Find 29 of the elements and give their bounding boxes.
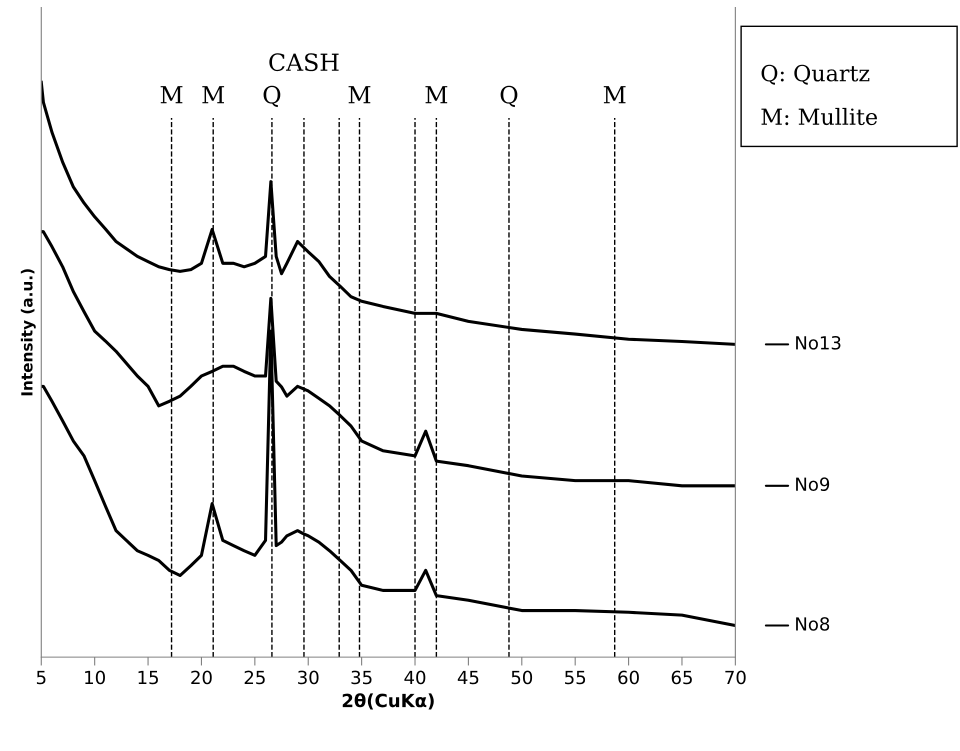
- x-axis-title: 2θ(CuKα): [342, 693, 434, 710]
- ref-line-label: M: [425, 86, 448, 104]
- x-tick-label: 40: [404, 670, 426, 684]
- ref-line-label: Q: [500, 86, 518, 108]
- x-tick-label: 30: [298, 670, 319, 684]
- x-tick-label: 65: [672, 670, 692, 684]
- ref-line-label: M: [348, 86, 370, 104]
- x-tick-label: 10: [85, 670, 105, 684]
- legend-label: No8: [796, 617, 830, 631]
- legend-label: No9: [796, 477, 830, 492]
- x-tick-label: 50: [512, 670, 532, 684]
- x-tick-label: 35: [352, 670, 372, 684]
- x-tick-label: 15: [138, 670, 158, 684]
- legend-label: No13: [796, 336, 840, 350]
- x-tick-label: 20: [191, 670, 212, 684]
- y-axis-title: Intensity (a.u.): [20, 269, 36, 396]
- x-tick-label: 5: [36, 670, 46, 684]
- x-tick-label: 45: [458, 670, 478, 684]
- text: M: Mullite: [761, 108, 877, 126]
- text: Q: Quartz: [762, 64, 870, 85]
- ref-line-label: Q: [264, 86, 280, 108]
- ref-line-label: M: [202, 86, 224, 104]
- x-tick-label: 60: [618, 670, 639, 684]
- ref-line-label: CASH: [269, 53, 339, 72]
- x-tick-label: 70: [725, 670, 746, 684]
- x-tick-label: 55: [565, 670, 586, 684]
- ref-line-label: M: [160, 86, 182, 104]
- ref-line-label: M: [604, 86, 626, 104]
- x-tick-label: 25: [244, 670, 265, 684]
